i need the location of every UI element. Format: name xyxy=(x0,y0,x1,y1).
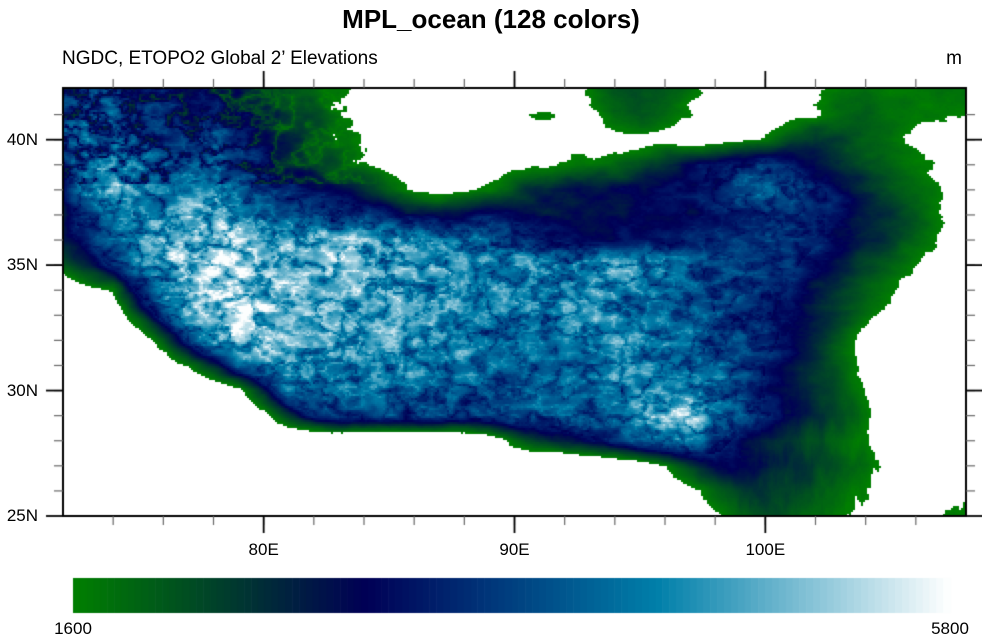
plot-title: MPL_ocean (128 colors) xyxy=(342,4,640,34)
y-axis-tick-label: 30N xyxy=(6,380,38,400)
colorbar-min-label: 1600 xyxy=(54,619,92,638)
y-axis-tick-label: 40N xyxy=(6,129,38,149)
x-axis-tick-label: 80E xyxy=(248,540,279,559)
units-label: m xyxy=(946,48,962,69)
x-axis-tick-label: 100E xyxy=(745,540,786,559)
x-axis-tick-label: 90E xyxy=(499,540,530,559)
colorbar-max-label: 5800 xyxy=(931,619,969,638)
subtitle-dataset: NGDC, ETOPO2 Global 2’ Elevations xyxy=(62,48,378,69)
y-axis-tick-label: 25N xyxy=(6,506,38,525)
y-axis-tick-label: 35N xyxy=(6,255,38,275)
